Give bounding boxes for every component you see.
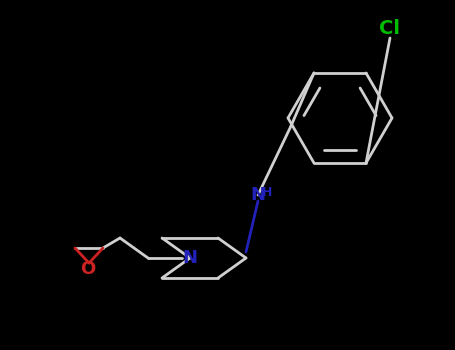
Text: N: N: [182, 249, 197, 267]
Text: H: H: [262, 186, 272, 198]
Text: N: N: [251, 186, 266, 204]
Text: O: O: [81, 260, 96, 278]
Text: Cl: Cl: [379, 19, 400, 37]
